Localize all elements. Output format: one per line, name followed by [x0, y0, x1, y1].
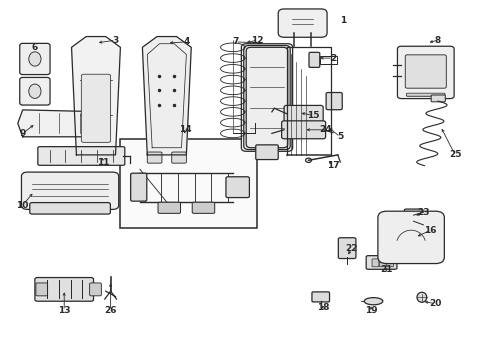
- Text: 15: 15: [307, 111, 319, 120]
- Bar: [121, 139, 257, 228]
- FancyBboxPatch shape: [312, 292, 330, 302]
- FancyBboxPatch shape: [407, 93, 445, 96]
- FancyBboxPatch shape: [387, 259, 393, 267]
- FancyBboxPatch shape: [38, 147, 125, 165]
- Text: 7: 7: [232, 37, 239, 46]
- Text: 14: 14: [179, 125, 192, 134]
- FancyBboxPatch shape: [284, 105, 323, 122]
- Text: 22: 22: [345, 244, 358, 253]
- Text: 18: 18: [317, 303, 329, 312]
- FancyBboxPatch shape: [404, 209, 423, 230]
- FancyBboxPatch shape: [278, 9, 327, 37]
- Text: 3: 3: [112, 36, 119, 45]
- FancyBboxPatch shape: [407, 93, 445, 96]
- FancyBboxPatch shape: [20, 43, 50, 75]
- Text: 1: 1: [340, 16, 346, 25]
- FancyBboxPatch shape: [147, 152, 162, 163]
- Polygon shape: [72, 37, 121, 155]
- Text: 12: 12: [251, 36, 264, 45]
- Text: 11: 11: [97, 158, 110, 167]
- FancyBboxPatch shape: [30, 203, 110, 214]
- FancyBboxPatch shape: [36, 283, 48, 296]
- Text: 9: 9: [20, 129, 26, 138]
- FancyBboxPatch shape: [192, 202, 215, 213]
- Text: 23: 23: [417, 208, 430, 217]
- Text: 25: 25: [449, 150, 462, 159]
- Ellipse shape: [29, 52, 41, 66]
- Text: 10: 10: [17, 201, 29, 210]
- FancyBboxPatch shape: [172, 152, 186, 163]
- FancyBboxPatch shape: [226, 177, 249, 198]
- FancyBboxPatch shape: [431, 95, 445, 102]
- FancyBboxPatch shape: [407, 93, 445, 96]
- FancyBboxPatch shape: [131, 173, 147, 201]
- Ellipse shape: [364, 298, 383, 305]
- FancyBboxPatch shape: [378, 211, 444, 264]
- Text: 26: 26: [104, 306, 117, 315]
- Ellipse shape: [29, 84, 41, 98]
- Text: 17: 17: [327, 161, 339, 170]
- FancyBboxPatch shape: [242, 44, 293, 151]
- Text: 20: 20: [429, 299, 442, 308]
- Polygon shape: [143, 37, 191, 155]
- FancyBboxPatch shape: [90, 283, 101, 296]
- FancyBboxPatch shape: [256, 145, 278, 159]
- Ellipse shape: [417, 292, 427, 302]
- Text: 19: 19: [365, 306, 377, 315]
- FancyBboxPatch shape: [20, 77, 50, 105]
- FancyBboxPatch shape: [309, 52, 320, 67]
- FancyBboxPatch shape: [158, 202, 180, 213]
- FancyBboxPatch shape: [366, 256, 397, 269]
- Text: 16: 16: [424, 226, 437, 235]
- FancyBboxPatch shape: [326, 93, 342, 110]
- FancyBboxPatch shape: [35, 278, 94, 301]
- FancyBboxPatch shape: [282, 121, 326, 139]
- FancyBboxPatch shape: [405, 55, 446, 88]
- Text: 13: 13: [58, 306, 71, 315]
- Text: 6: 6: [32, 43, 38, 52]
- Text: 5: 5: [337, 132, 343, 141]
- FancyBboxPatch shape: [397, 46, 454, 99]
- Polygon shape: [18, 110, 101, 137]
- Bar: [320, 55, 337, 64]
- Text: 24: 24: [319, 125, 332, 134]
- Text: 8: 8: [435, 36, 441, 45]
- FancyBboxPatch shape: [338, 238, 356, 258]
- FancyBboxPatch shape: [81, 74, 111, 142]
- FancyBboxPatch shape: [372, 259, 379, 267]
- Text: 4: 4: [183, 37, 190, 46]
- FancyBboxPatch shape: [22, 172, 119, 210]
- Text: 21: 21: [380, 265, 393, 274]
- Text: 2: 2: [330, 54, 336, 63]
- FancyBboxPatch shape: [379, 259, 386, 267]
